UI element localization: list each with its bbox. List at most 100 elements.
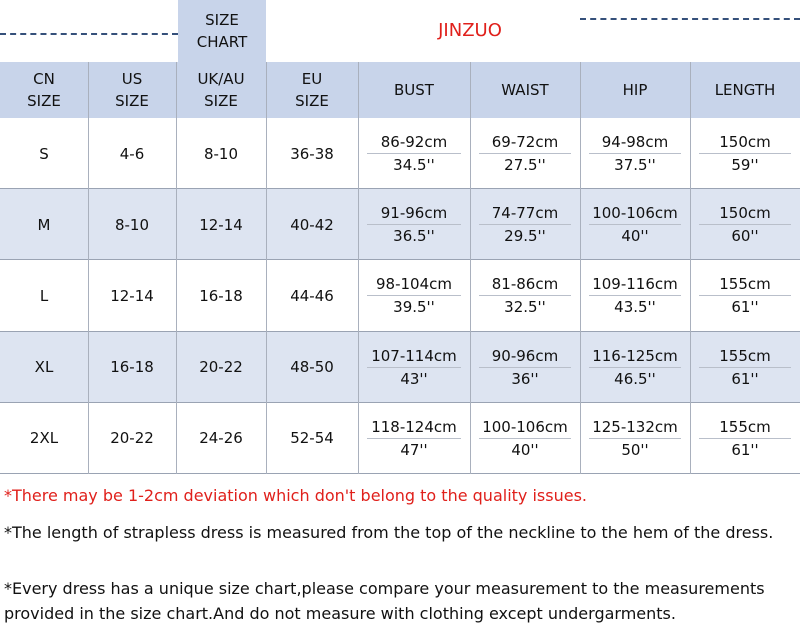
cell-text: 20-22 [110, 429, 154, 448]
inch-value: 47'' [366, 437, 462, 461]
cell-text: 24-26 [199, 429, 243, 448]
column-divider [266, 62, 267, 474]
dash-right [580, 18, 800, 20]
table-cell: 109-116cm 43.5'' [580, 260, 690, 331]
cm-value: 125-132cm [592, 417, 678, 436]
cell-text: 12-14 [110, 286, 154, 305]
table-cell: 24-26 [176, 403, 266, 474]
cm-value: 150cm [719, 133, 771, 152]
header-line: UK/AU [197, 70, 245, 88]
table-cell: 12-14 [88, 260, 176, 331]
inch-value: 43'' [366, 366, 462, 390]
header-line: SIZE [27, 92, 61, 110]
table-cell: 16-18 [176, 260, 266, 331]
size-chart-title: SIZE CHART [178, 0, 266, 62]
cell-text: S [39, 144, 49, 163]
table-cell: 8-10 [88, 189, 176, 260]
cm-value: 155cm [719, 417, 771, 436]
column-divider [358, 62, 359, 474]
column-header: EU SIZE [266, 62, 358, 118]
inch-value: 46.5'' [588, 366, 682, 390]
cm-value: 69-72cm [491, 133, 559, 152]
table-cell: 125-132cm 50'' [580, 403, 690, 474]
note: *The length of strapless dress is measur… [4, 523, 774, 542]
inch-value: 61'' [698, 437, 792, 461]
dash-left [0, 33, 178, 35]
column-header: CN SIZE [0, 62, 88, 118]
title-line: SIZE [205, 11, 239, 29]
table-cell: 90-96cm 36'' [470, 332, 580, 403]
table-cell: M [0, 189, 88, 260]
cm-value: 91-96cm [380, 204, 448, 223]
header-line: SIZE [204, 92, 238, 110]
cell-text: 16-18 [199, 286, 243, 305]
column-divider [580, 62, 581, 474]
cm-value: 90-96cm [491, 346, 559, 365]
table-cell: 155cm 61'' [690, 332, 800, 403]
header-bg [0, 62, 800, 118]
cm-value: 74-77cm [491, 204, 559, 223]
cm-value: 150cm [719, 204, 771, 223]
table-cell: 16-18 [88, 332, 176, 403]
cell-text: 16-18 [110, 358, 154, 377]
inch-value: 36'' [478, 366, 572, 390]
inch-value: 43.5'' [588, 295, 682, 318]
table-cell: 12-14 [176, 189, 266, 260]
table-cell: 150cm 59'' [690, 118, 800, 189]
cell-text: 40-42 [290, 215, 334, 234]
cm-value: 100-106cm [482, 417, 568, 436]
inch-value: 59'' [698, 153, 792, 176]
inch-value: 32.5'' [478, 295, 572, 318]
table-cell: 74-77cm 29.5'' [470, 189, 580, 260]
header-line: US [121, 70, 143, 88]
table-cell: 116-125cm 46.5'' [580, 332, 690, 403]
cm-value: 155cm [719, 346, 771, 365]
table-cell: 40-42 [266, 189, 358, 260]
table-cell: 91-96cm 36.5'' [358, 189, 470, 260]
cell-text: 8-10 [203, 144, 239, 163]
brand: JINZUO [438, 20, 502, 41]
column-divider [690, 62, 691, 474]
cell-text: 8-10 [114, 215, 150, 234]
cm-value: 98-104cm [375, 275, 452, 294]
table-cell: 118-124cm 47'' [358, 403, 470, 474]
column-divider [88, 62, 89, 474]
table-cell: L [0, 260, 88, 331]
column-header: WAIST [470, 62, 580, 118]
table-cell: 107-114cm 43'' [358, 332, 470, 403]
table-cell: 52-54 [266, 403, 358, 474]
cell-text: 2XL [29, 429, 59, 448]
table-cell: 100-106cm 40'' [580, 189, 690, 260]
cell-text: M [37, 215, 51, 234]
inch-value: 61'' [698, 295, 792, 318]
table-cell: 69-72cm 27.5'' [470, 118, 580, 189]
cm-value: 107-114cm [371, 346, 457, 365]
header-line: EU [301, 70, 323, 88]
header-line: HIP [622, 81, 648, 99]
header-line: LENGTH [714, 81, 776, 99]
cm-value: 155cm [719, 275, 771, 294]
inch-value: 36.5'' [366, 224, 462, 247]
table-cell: 36-38 [266, 118, 358, 189]
header-line: BUST [394, 81, 434, 99]
inch-value: 40'' [478, 437, 572, 461]
cell-text: 52-54 [290, 429, 334, 448]
cell-text: 12-14 [199, 215, 243, 234]
inch-value: 34.5'' [366, 153, 462, 176]
table-cell: 4-6 [88, 118, 176, 189]
table-cell: 98-104cm 39.5'' [358, 260, 470, 331]
table-cell: 94-98cm 37.5'' [580, 118, 690, 189]
table-cell: 48-50 [266, 332, 358, 403]
inch-value: 29.5'' [478, 224, 572, 247]
column-header: LENGTH [690, 62, 800, 118]
inch-value: 39.5'' [366, 295, 462, 318]
header-line: WAIST [501, 81, 549, 99]
cm-value: 118-124cm [371, 417, 457, 436]
table-cell: XL [0, 332, 88, 403]
column-divider [176, 62, 177, 474]
column-header: UK/AU SIZE [176, 62, 266, 118]
cell-text: 44-46 [290, 286, 334, 305]
cell-text: 48-50 [290, 358, 334, 377]
cm-value: 86-92cm [380, 133, 448, 152]
inch-value: 50'' [588, 437, 682, 461]
